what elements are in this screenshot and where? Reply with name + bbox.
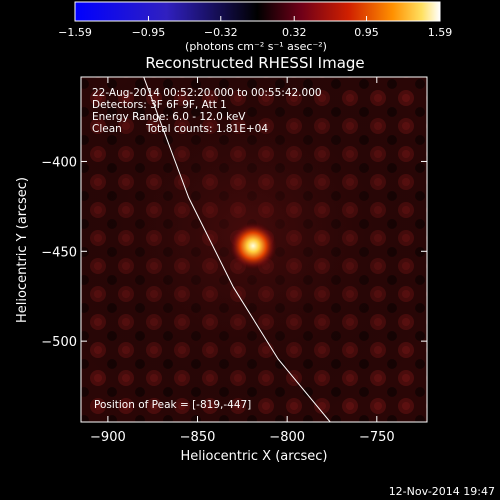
colorbar-tick-label: 0.95 (354, 26, 379, 39)
plot-frame (80, 76, 428, 423)
chart-title: Reconstructed RHESSI Image (145, 54, 364, 72)
annotation-time-range: 22-Aug-2014 00:52:20.000 to 00:55:42.000 (92, 87, 322, 99)
annotation-total-counts: Total counts: 1.81E+04 (145, 123, 268, 135)
y-axis-label: Heliocentric Y (arcsec) (15, 177, 30, 323)
y-tick-label: −450 (41, 245, 77, 260)
x-tick-label: −850 (180, 430, 216, 445)
colorbar: −1.59 −0.95 −0.32 0.32 0.95 1.59 (photons cm⁻… (58, 1, 452, 53)
y-tick-label: −500 (41, 335, 77, 350)
solar-limb-line (143, 77, 331, 422)
annotation-energy-range: Energy Range: 6.0 - 12.0 keV (92, 111, 246, 123)
annotation-detectors: Detectors: 3F 6F 9F, Att 1 (92, 99, 227, 111)
footer-date: 12-Nov-2014 19:47 (389, 485, 495, 498)
colorbar-tick-label: −0.95 (132, 26, 166, 39)
colorbar-tick-label: −1.59 (58, 26, 92, 39)
x-axis-label: Heliocentric X (arcsec) (181, 449, 328, 464)
colorbar-ticks: −1.59 −0.95 −0.32 0.32 0.95 1.59 (58, 16, 452, 39)
peak-source (229, 221, 278, 270)
heatmap-image (81, 77, 427, 422)
annotations: 22-Aug-2014 00:52:20.000 to 00:55:42.000… (92, 87, 322, 411)
colorbar-tick-label: 0.32 (282, 26, 307, 39)
x-tick-label: −750 (359, 430, 395, 445)
x-tick-label: −800 (269, 430, 305, 445)
colorbar-gradient (74, 1, 441, 22)
y-tick-label: −400 (41, 155, 77, 170)
colorbar-tick-label: 1.59 (428, 26, 453, 39)
x-axis-ticks: −900 −850 −800 −750 (90, 77, 395, 445)
colorbar-tick-label: −0.32 (204, 26, 238, 39)
y-axis-ticks: −400 −450 −500 (41, 155, 427, 350)
annotation-peak-position: Position of Peak = [-819,-447] (94, 399, 251, 411)
x-tick-label: −900 (90, 430, 126, 445)
colorbar-units: (photons cm⁻² s⁻¹ asec⁻²) (185, 40, 327, 53)
annotation-algorithm: Clean (92, 123, 122, 135)
